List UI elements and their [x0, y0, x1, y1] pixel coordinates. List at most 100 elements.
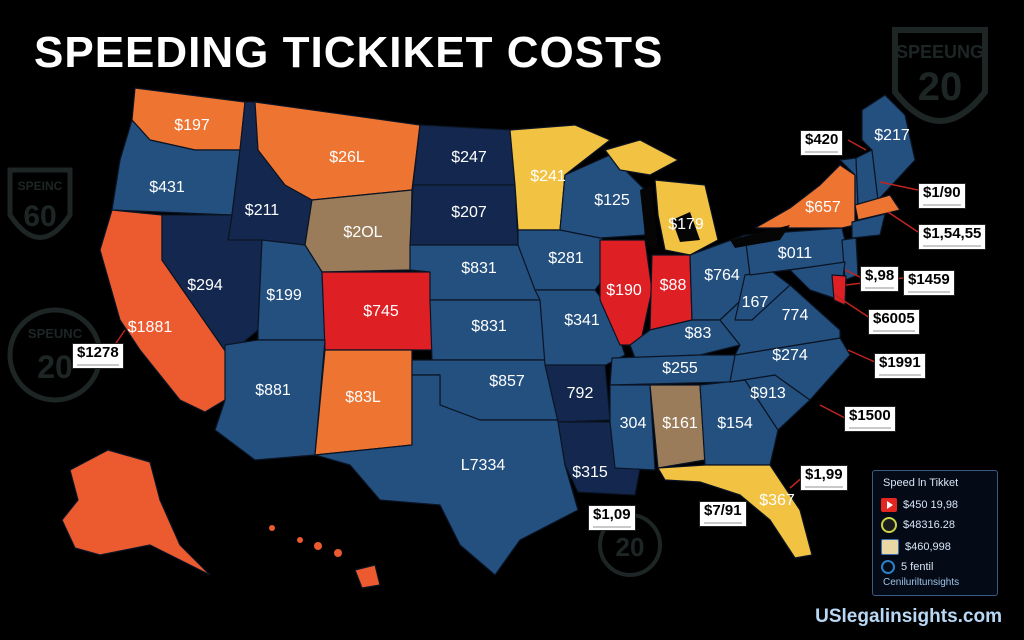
state-new-york[interactable]: [754, 164, 856, 229]
label-louisiana: $315: [572, 464, 608, 481]
state-texas[interactable]: [314, 374, 579, 576]
state-delaware[interactable]: [831, 274, 847, 306]
callout-leaders: [109, 139, 919, 489]
label-florida: $367: [759, 492, 795, 509]
label-california: $1881: [128, 319, 173, 336]
callout-value: $,98: [865, 267, 895, 284]
label-missouri: $341: [564, 312, 600, 329]
label-north-dakota: $247: [451, 149, 487, 166]
callout-value: $1,54,55: [923, 225, 982, 242]
label-tennessee: $255: [662, 360, 698, 377]
label-minnesota: $241: [530, 168, 566, 185]
callout-delaware: $1459: [903, 270, 955, 296]
callout-california: $1278: [72, 343, 124, 369]
label-colorado: $745: [363, 303, 399, 320]
legend-note: Ceniluriltunsights: [883, 577, 960, 588]
callout-virginia: $1991: [874, 353, 926, 379]
label-south-carolina: $913: [750, 385, 786, 402]
state-alaska[interactable]: [61, 449, 211, 576]
label-pennsylvania: $011: [778, 245, 813, 262]
badge-number: 20: [616, 532, 645, 562]
label-kentucky: $83: [685, 325, 712, 342]
state-labels: $197 $431 $1881 $211 $294 $26L $2OL $199…: [128, 117, 910, 509]
label-washington: $197: [174, 117, 210, 134]
state-hawaii[interactable]: [354, 564, 381, 589]
label-new-york: $657: [805, 199, 841, 216]
callout-new-hampshire: $1/90: [918, 183, 966, 209]
label-alabama: $161: [662, 415, 698, 432]
callout-value: $1,99: [805, 466, 843, 483]
badge-watermarks: SPEEUNG 20 SPEINC 60 SPEUNC 20 20: [7, 27, 988, 577]
label-montana: $26L: [329, 149, 365, 166]
label-georgia: $154: [717, 415, 753, 432]
callout-value: $7/91: [704, 502, 742, 519]
badge-text: SPEEUNG: [896, 42, 984, 62]
legend-row: $460,998: [881, 539, 951, 555]
label-illinois: $190: [606, 282, 642, 299]
callout-south-carolina: $1500: [844, 406, 896, 432]
label-mississippi: 304: [620, 415, 647, 432]
callout-value: $1278: [77, 344, 119, 361]
legend-title: Speed ln Tikket: [883, 477, 959, 489]
state-michigan-upper[interactable]: [604, 139, 679, 176]
callout-value: $1/90: [923, 184, 961, 201]
label-indiana: $88: [660, 277, 687, 294]
callout-value: $1991: [879, 354, 921, 371]
legend-row: $450 19,98: [881, 497, 958, 513]
label-michigan: $179: [668, 216, 704, 233]
state-florida[interactable]: [657, 464, 813, 559]
label-nebraska: $831: [461, 260, 497, 277]
legend-value: $48316.28: [903, 519, 955, 531]
hawaii-islands: [269, 525, 342, 557]
badge-number: 20: [918, 65, 963, 109]
callout-value: $1,09: [593, 506, 631, 523]
legend: Speed ln Tikket $450 19,98 $48316.28 $46…: [872, 470, 998, 596]
legend-row: $48316.28: [881, 517, 955, 533]
title-text: SPEEDING TICKIKET COSTS: [34, 28, 664, 77]
label-iowa: $281: [548, 250, 584, 267]
folder-icon: [881, 539, 899, 555]
state-connecticut[interactable]: [851, 213, 886, 239]
state-new-jersey[interactable]: [841, 237, 859, 281]
state-massachusetts[interactable]: [854, 194, 901, 221]
legend-value: $450 19,98: [903, 499, 959, 511]
callout-maryland: $6005: [868, 309, 920, 335]
label-wyoming: $2OL: [343, 224, 382, 241]
callout-new-jersey: $,98: [860, 266, 900, 292]
label-west-virginia: 167: [742, 294, 769, 311]
badge-text: SPEINC: [18, 179, 63, 193]
label-arkansas: 792: [567, 385, 594, 402]
label-oregon: $431: [149, 179, 185, 196]
badge-text: SPEUNC: [28, 326, 83, 341]
label-arizona: $881: [255, 382, 291, 399]
label-wisconsin: $125: [594, 192, 630, 209]
callout-value: $6005: [873, 310, 915, 327]
badge-number: 20: [37, 349, 73, 385]
callout-value: $1459: [908, 271, 950, 288]
state-wyoming[interactable]: [304, 189, 413, 273]
state-arizona[interactable]: [214, 339, 326, 461]
speed-badge-left: SPEINC 60: [7, 167, 73, 240]
state-mississippi[interactable]: [609, 384, 656, 471]
callout-florida: $1,99: [800, 465, 848, 491]
callout-alabama: $7/91: [699, 501, 747, 527]
callout-maine: $420: [800, 130, 844, 156]
label-maine: $217: [874, 127, 910, 144]
label-oklahoma: $857: [489, 373, 525, 390]
callout-value: $420: [805, 131, 839, 148]
youtube-icon: [881, 498, 897, 512]
label-nevada: $294: [187, 277, 223, 294]
label-north-carolina: $274: [772, 347, 808, 364]
spiral-icon: [881, 517, 897, 533]
legend-value: 5 fentil: [901, 561, 934, 573]
state-maine[interactable]: [861, 94, 916, 201]
legend-row: 5 fentil: [881, 559, 933, 575]
callout-louisiana: $1,09: [588, 505, 636, 531]
label-idaho: $211: [245, 202, 280, 219]
label-kansas: $831: [471, 318, 507, 335]
states-layer: [61, 87, 916, 589]
site-watermark: USlegalinsights.com: [815, 606, 1002, 627]
label-virginia: 774: [782, 307, 809, 324]
